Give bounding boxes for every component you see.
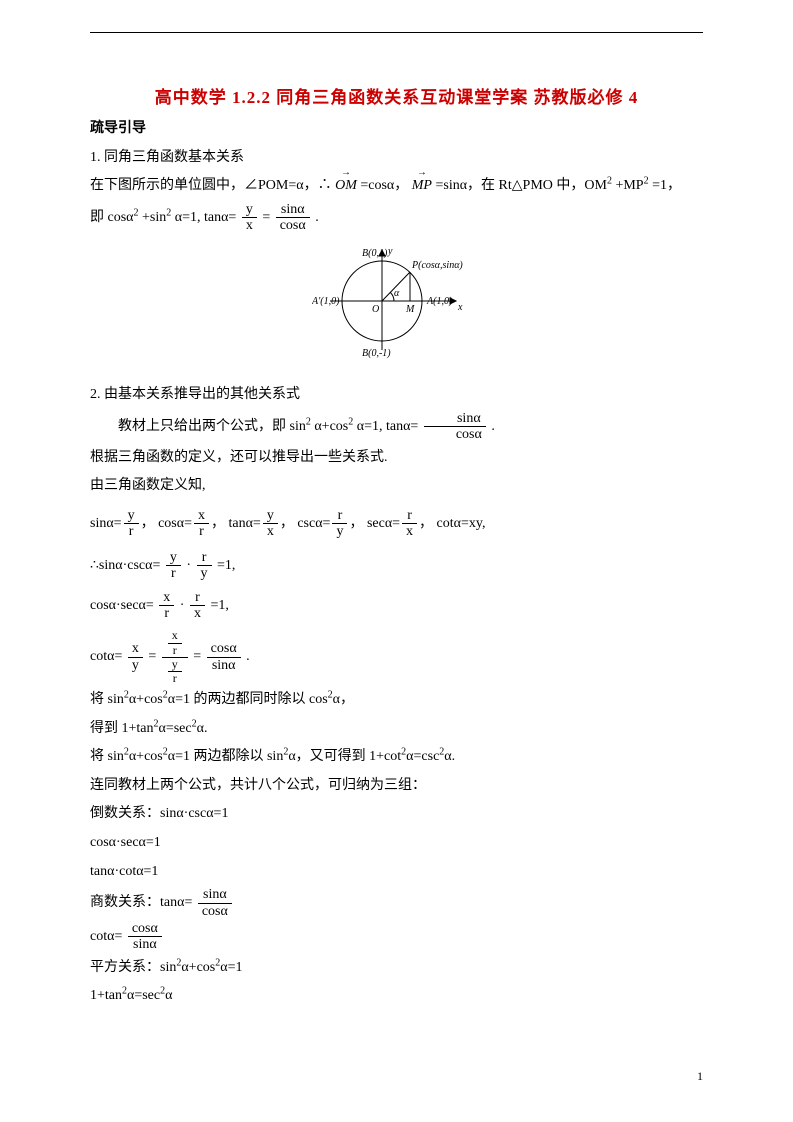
heading-2: 2. 由基本关系推导出的其他关系式 <box>90 382 703 409</box>
para-cossec: cosα·secα= xr · rx =1, <box>90 590 703 622</box>
t: =cosα， <box>360 178 408 193</box>
para-10: 得到 1+tan2α=sec2α. <box>90 716 703 743</box>
para-14: cosα·secα=1 <box>90 830 703 857</box>
lbl-Bneg: B(0,-1) <box>362 348 391 359</box>
para-12: 连同教材上两个公式，共计八个公式，可归纳为三组： <box>90 773 703 800</box>
para-cot: cotα= xy = xr yr = cosαsinα . <box>90 629 703 685</box>
t: =sinα，在 Rt△PMO 中，OM <box>435 178 606 193</box>
para-identity: 即 cosα2 +sin2 α=1, tanα= yx = sinαcosα . <box>90 202 703 234</box>
para-defs: sinα=yr， cosα=xr， tanα=yx， cscα=ry， secα… <box>90 508 703 540</box>
para-18: 平方关系：sin2α+cos2α=1 <box>90 955 703 982</box>
top-rule <box>90 32 703 33</box>
para-16: 商数关系：tanα= sinαcosα <box>90 887 703 919</box>
para-17: cotα= cosαsinα <box>90 921 703 953</box>
unit-circle-diagram: B(0,1) B(0,-1) A'(1,0) A(1,0) P(cosα,sin… <box>90 238 703 375</box>
lbl-M: M <box>405 304 415 315</box>
para-5: 由三角函数定义知, <box>90 473 703 500</box>
lbl-O: O <box>372 304 379 315</box>
para-19: 1+tan2α=sec2α <box>90 983 703 1010</box>
section-shudao: 疏导引导 <box>90 116 703 143</box>
lbl-y: y <box>387 246 393 257</box>
heading-1: 1. 同角三角函数基本关系 <box>90 145 703 172</box>
frac-yx: yx <box>242 202 257 234</box>
para-15: tanα·cotα=1 <box>90 859 703 886</box>
para-11: 将 sin2α+cos2α=1 两边都除以 sin2α，又可得到 1+cot2α… <box>90 744 703 771</box>
para-sincsc: ∴sinα·cscα= yr · ry =1, <box>90 550 703 582</box>
t: α=1, tanα= <box>175 210 237 225</box>
lbl-alpha: α <box>394 288 400 299</box>
t: +sin <box>142 210 166 225</box>
t: . <box>315 210 319 225</box>
para-4: 根据三角函数的定义，还可以推导出一些关系式. <box>90 445 703 472</box>
page-title: 高中数学 1.2.2 同角三角函数关系互动课堂学案 苏教版必修 4 <box>90 82 703 114</box>
t: α+cos <box>314 419 348 434</box>
t: = <box>262 210 270 225</box>
page-number: 1 <box>697 1065 703 1088</box>
para-unitcircle: 在下图所示的单位圆中，∠POM=α，∴ OM =cosα， MP =sinα，在… <box>90 173 703 200</box>
para-13: 倒数关系：sinα·cscα=1 <box>90 801 703 828</box>
vec-mp: MP <box>412 173 432 200</box>
t: 在下图所示的单位圆中，∠POM=α，∴ <box>90 178 332 193</box>
para-9: 将 sin2α+cos2α=1 的两边都同时除以 cos2α， <box>90 687 703 714</box>
t: 教材上只给出两个公式，即 sin <box>118 419 306 434</box>
lbl-A10: A(1,0) <box>426 296 453 307</box>
t: . <box>491 419 495 434</box>
t: =1， <box>652 178 681 193</box>
lbl-P: P(cosα,sinα) <box>411 260 463 271</box>
frac-sin-cos: sinαcosα <box>276 202 310 234</box>
para-textbook: 教材上只给出两个公式，即 sin2 α+cos2 α=1, tanα= sinα… <box>90 411 703 443</box>
lbl-Aprime: A'(1,0) <box>312 296 340 307</box>
lbl-B01: B(0,1) <box>362 248 388 259</box>
t: 即 cosα <box>90 210 134 225</box>
t: α=1, tanα= <box>357 419 419 434</box>
t: +MP <box>615 178 643 193</box>
frac-3: sinαcosα <box>424 411 486 443</box>
vec-om: OM <box>335 173 357 200</box>
lbl-x: x <box>457 302 463 313</box>
